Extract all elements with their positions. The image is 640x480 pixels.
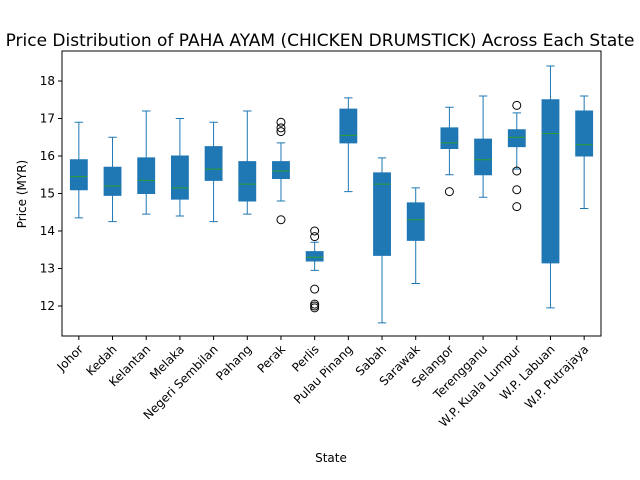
outlier-point — [512, 166, 522, 176]
outlier-point — [512, 185, 522, 195]
y-tick-label: 15 — [40, 187, 55, 201]
x-tick-label: Pulau Pinang — [291, 342, 356, 407]
iqr-box — [137, 157, 156, 194]
y-tick-label: 17 — [40, 112, 55, 126]
chart-title: Price Distribution of PAHA AYAM (CHICKEN… — [6, 31, 635, 51]
outlier-point — [310, 232, 320, 242]
y-tick-label: 13 — [40, 262, 55, 276]
outlier-point — [276, 127, 286, 137]
iqr-box — [339, 108, 358, 144]
iqr-box — [69, 159, 88, 191]
x-tick-label: Johor — [54, 342, 86, 374]
iqr-box — [204, 146, 223, 181]
box-group — [69, 121, 88, 219]
box-group — [305, 226, 324, 313]
iqr-box — [507, 129, 526, 148]
iqr-box — [238, 161, 257, 202]
iqr-box — [103, 166, 122, 196]
box-group — [170, 118, 189, 217]
box-group — [474, 95, 493, 198]
x-axis-label: State — [315, 451, 347, 465]
iqr-box — [541, 99, 560, 264]
box-group — [373, 157, 391, 324]
y-axis: 12 13 14 15 16 17 18 — [40, 74, 62, 313]
outlier-point — [512, 202, 522, 212]
box-group — [507, 100, 526, 212]
plot-area — [69, 65, 594, 324]
y-axis-label: Price (MYR) — [15, 160, 29, 228]
box-group — [137, 110, 156, 215]
iqr-box — [406, 202, 425, 241]
outlier-point — [310, 301, 320, 311]
box-group — [575, 95, 594, 209]
x-tick-label: Pahang — [213, 342, 254, 383]
box-group — [406, 187, 425, 284]
box-group — [272, 117, 290, 225]
box-group — [339, 97, 358, 193]
outlier-point — [310, 299, 320, 309]
iqr-box — [440, 127, 459, 149]
outlier-point — [276, 215, 286, 225]
outlier-point — [512, 100, 522, 110]
iqr-box — [575, 110, 594, 157]
box-group — [440, 106, 459, 197]
y-tick-label: 12 — [40, 299, 55, 313]
outlier-point — [444, 187, 454, 197]
box-group — [103, 136, 122, 223]
y-tick-label: 14 — [40, 224, 55, 238]
iqr-box — [305, 251, 324, 262]
outlier-point — [276, 123, 286, 133]
outlier-point — [276, 117, 286, 127]
box-group — [204, 121, 223, 223]
box-group — [238, 110, 257, 215]
outlier-point — [310, 284, 320, 294]
iqr-box — [373, 172, 391, 256]
iqr-box — [272, 161, 290, 179]
iqr-box — [170, 155, 189, 200]
x-tick-label: Perak — [255, 342, 289, 376]
y-tick-label: 16 — [40, 149, 55, 163]
box-group — [541, 65, 560, 309]
iqr-box — [474, 138, 493, 176]
outlier-point — [310, 226, 320, 236]
y-tick-label: 18 — [40, 74, 55, 88]
